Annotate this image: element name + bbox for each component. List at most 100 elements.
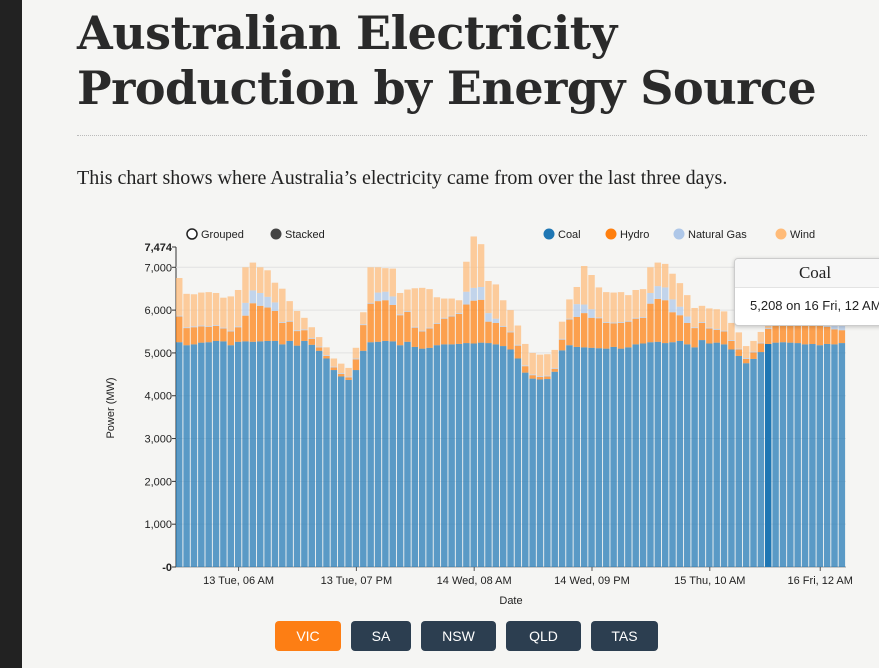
bar-coal[interactable] xyxy=(198,342,205,567)
bar-wind[interactable] xyxy=(514,325,522,345)
bar-wind[interactable] xyxy=(595,287,603,318)
bar-natural-gas[interactable] xyxy=(176,315,183,317)
bar-coal[interactable] xyxy=(522,372,529,567)
bar-hydro[interactable] xyxy=(477,299,485,343)
bar-hydro[interactable] xyxy=(279,322,286,345)
bar-coal[interactable] xyxy=(176,342,183,567)
bar-coal[interactable] xyxy=(551,371,558,567)
bar-wind[interactable] xyxy=(735,332,743,349)
bar-natural-gas[interactable] xyxy=(691,327,698,329)
bar-natural-gas[interactable] xyxy=(728,340,735,341)
bar-natural-gas[interactable] xyxy=(514,344,522,346)
bar-coal[interactable] xyxy=(742,363,750,567)
bar-wind[interactable] xyxy=(661,263,669,288)
bar-coal[interactable] xyxy=(293,345,301,567)
bar-natural-gas[interactable] xyxy=(492,318,500,323)
bar-natural-gas[interactable] xyxy=(632,317,639,319)
bar-hydro[interactable] xyxy=(684,322,691,345)
bar-hydro[interactable] xyxy=(610,323,617,347)
bar-coal[interactable] xyxy=(455,343,463,567)
bar-coal[interactable] xyxy=(345,379,352,567)
bar-natural-gas[interactable] xyxy=(441,317,448,319)
bar-coal[interactable] xyxy=(249,341,257,567)
bar-hydro[interactable] xyxy=(176,316,183,343)
bar-hydro[interactable] xyxy=(190,327,198,345)
bar-natural-gas[interactable] xyxy=(426,327,433,329)
bar-natural-gas[interactable] xyxy=(669,299,676,313)
bar-coal[interactable] xyxy=(315,350,323,567)
bar-natural-gas[interactable] xyxy=(544,375,551,377)
bar-hydro[interactable] xyxy=(293,331,301,346)
bar-wind[interactable] xyxy=(418,287,426,331)
bar-natural-gas[interactable] xyxy=(337,373,345,374)
bar-wind[interactable] xyxy=(698,305,706,323)
bar-wind[interactable] xyxy=(396,292,404,315)
bar-wind[interactable] xyxy=(573,286,581,305)
bar-coal[interactable] xyxy=(809,344,816,567)
bar-hydro[interactable] xyxy=(801,314,809,345)
bar-natural-gas[interactable] xyxy=(698,322,706,323)
bar-hydro[interactable] xyxy=(706,328,713,344)
bar-natural-gas[interactable] xyxy=(367,302,374,304)
bar-coal[interactable] xyxy=(787,342,794,567)
bar-wind[interactable] xyxy=(256,267,264,293)
bar-coal[interactable] xyxy=(684,344,691,567)
bar-hydro[interactable] xyxy=(720,331,728,345)
bar-wind[interactable] xyxy=(345,367,352,377)
chart-legend[interactable]: Coal Hydro Natural Gas Wind xyxy=(543,228,816,242)
region-button-qld[interactable]: QLD xyxy=(506,621,581,651)
bar-natural-gas[interactable] xyxy=(234,326,242,328)
bar-coal[interactable] xyxy=(728,349,735,568)
bar-hydro[interactable] xyxy=(809,318,816,345)
bar-hydro[interactable] xyxy=(389,304,396,342)
bar-coal[interactable] xyxy=(558,350,566,567)
stacked-label[interactable]: Stacked xyxy=(285,229,325,241)
bar-wind[interactable] xyxy=(411,288,419,327)
bar-natural-gas[interactable] xyxy=(610,322,617,324)
bar-coal[interactable] xyxy=(580,347,588,567)
bar-wind[interactable] xyxy=(205,292,212,326)
bar-wind[interactable] xyxy=(566,299,573,319)
bar-natural-gas[interactable] xyxy=(831,322,838,330)
bar-natural-gas[interactable] xyxy=(352,358,360,360)
bar-natural-gas[interactable] xyxy=(507,331,514,333)
bar-wind[interactable] xyxy=(757,331,765,343)
bar-hydro[interactable] xyxy=(205,326,212,343)
bar-coal[interactable] xyxy=(661,343,669,567)
bar-natural-gas[interactable] xyxy=(271,302,279,311)
bar-coal[interactable] xyxy=(588,347,595,567)
bar-hydro[interactable] xyxy=(639,317,647,344)
bar-coal[interactable] xyxy=(448,344,455,567)
stacked-radio[interactable]: Stacked xyxy=(270,228,325,242)
bar-natural-gas[interactable] xyxy=(750,351,757,353)
bar-hydro[interactable] xyxy=(411,327,419,347)
bar-hydro[interactable] xyxy=(816,323,824,346)
bar-wind[interactable] xyxy=(315,337,323,347)
bar-hydro[interactable] xyxy=(286,321,293,341)
bar-wind[interactable] xyxy=(728,322,735,341)
bar-hydro[interactable] xyxy=(529,375,536,379)
legend-label[interactable]: Coal xyxy=(558,229,581,241)
bar-coal[interactable] xyxy=(190,344,198,567)
bar-coal[interactable] xyxy=(617,348,625,567)
bar-coal[interactable] xyxy=(212,340,220,567)
bar-wind[interactable] xyxy=(176,278,183,316)
bar-hydro[interactable] xyxy=(308,338,315,345)
bar-wind[interactable] xyxy=(625,295,632,321)
bar-hydro[interactable] xyxy=(183,328,190,346)
bar-coal[interactable] xyxy=(831,344,838,567)
bar-wind[interactable] xyxy=(227,296,234,331)
legend-label[interactable]: Natural Gas xyxy=(688,229,747,241)
bar-hydro[interactable] xyxy=(757,343,765,353)
bar-natural-gas[interactable] xyxy=(205,325,212,327)
bar-natural-gas[interactable] xyxy=(212,325,220,326)
bar-natural-gas[interactable] xyxy=(220,327,227,329)
bar-coal[interactable] xyxy=(625,347,632,567)
bar-coal[interactable] xyxy=(544,379,551,567)
bar-coal[interactable] xyxy=(706,343,713,567)
bar-wind[interactable] xyxy=(264,270,271,297)
bar-natural-gas[interactable] xyxy=(279,322,286,323)
bar-hydro[interactable] xyxy=(647,303,654,343)
bar-wind[interactable] xyxy=(580,266,588,305)
bar-wind[interactable] xyxy=(389,268,396,297)
